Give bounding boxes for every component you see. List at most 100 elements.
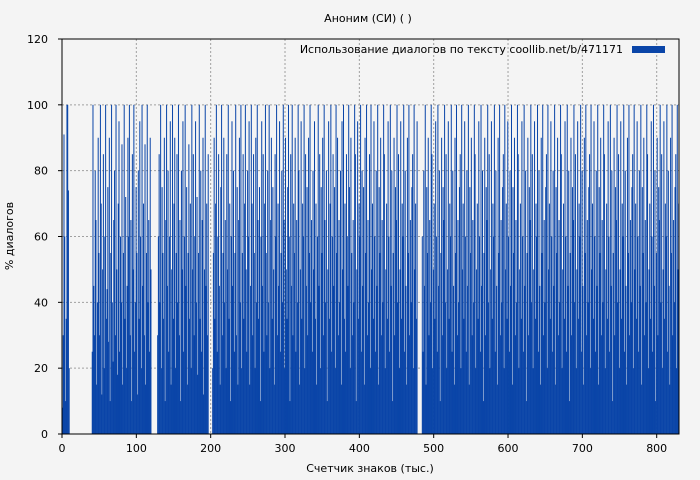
bar bbox=[557, 335, 559, 434]
bar bbox=[482, 170, 484, 434]
bar bbox=[174, 368, 176, 434]
bar bbox=[159, 302, 161, 434]
bar bbox=[615, 187, 617, 434]
y-tick-label: 0 bbox=[41, 428, 48, 441]
bar bbox=[306, 187, 308, 434]
bar bbox=[392, 401, 394, 434]
bar bbox=[279, 351, 281, 434]
bar bbox=[337, 335, 339, 434]
bar bbox=[441, 137, 443, 434]
bar bbox=[128, 104, 130, 434]
bar bbox=[301, 318, 303, 434]
bar bbox=[334, 187, 336, 434]
bar bbox=[390, 285, 392, 434]
bar bbox=[597, 384, 599, 434]
bar bbox=[360, 351, 362, 434]
bar bbox=[239, 302, 241, 434]
bar bbox=[643, 137, 645, 434]
bar bbox=[456, 335, 458, 434]
bar bbox=[232, 285, 234, 434]
bar bbox=[427, 137, 429, 434]
bar bbox=[577, 318, 579, 434]
bar bbox=[335, 104, 337, 434]
bar bbox=[205, 285, 207, 434]
bar bbox=[519, 203, 521, 434]
bar bbox=[607, 121, 609, 435]
bar bbox=[291, 104, 293, 434]
bar bbox=[631, 187, 633, 434]
bar bbox=[140, 368, 142, 434]
bar bbox=[287, 187, 289, 434]
bar bbox=[244, 104, 246, 434]
bar bbox=[122, 252, 124, 434]
bar bbox=[454, 137, 456, 434]
bar bbox=[383, 154, 385, 435]
bar bbox=[548, 269, 550, 434]
bar bbox=[525, 170, 527, 434]
bar bbox=[351, 335, 353, 434]
bar bbox=[146, 104, 148, 434]
bar bbox=[486, 220, 488, 434]
x-tick-label: 500 bbox=[423, 442, 444, 455]
bar bbox=[308, 252, 310, 434]
bar bbox=[187, 252, 189, 434]
bar bbox=[143, 335, 145, 434]
bar bbox=[470, 252, 472, 434]
bar bbox=[646, 104, 648, 434]
bar bbox=[181, 269, 183, 434]
bar bbox=[231, 121, 233, 435]
bar bbox=[93, 335, 95, 434]
bar bbox=[510, 104, 512, 434]
bar bbox=[359, 236, 361, 434]
bar bbox=[302, 203, 304, 434]
bar bbox=[583, 384, 585, 434]
bar bbox=[160, 368, 162, 434]
bar bbox=[550, 121, 552, 435]
bar bbox=[262, 154, 264, 435]
bar bbox=[596, 285, 598, 434]
bar bbox=[477, 318, 479, 434]
bar bbox=[238, 137, 240, 434]
bar bbox=[469, 187, 471, 434]
bar bbox=[368, 302, 370, 434]
x-tick-label: 200 bbox=[200, 442, 221, 455]
bar bbox=[137, 170, 139, 434]
bar bbox=[494, 351, 496, 434]
bar bbox=[163, 318, 165, 434]
bar bbox=[488, 154, 490, 435]
bar bbox=[264, 104, 266, 434]
bar bbox=[288, 236, 290, 434]
bar bbox=[528, 187, 530, 434]
bar bbox=[385, 269, 387, 434]
bar bbox=[92, 104, 94, 434]
bar bbox=[128, 236, 130, 434]
bar bbox=[168, 351, 170, 434]
bar bbox=[66, 104, 68, 434]
bar bbox=[519, 269, 521, 434]
bar bbox=[274, 154, 276, 435]
bar bbox=[104, 236, 106, 434]
bar bbox=[264, 203, 266, 434]
bar bbox=[328, 318, 330, 434]
bar bbox=[401, 203, 403, 434]
bar bbox=[230, 401, 232, 434]
bar bbox=[169, 121, 171, 435]
bar bbox=[495, 170, 497, 434]
bar bbox=[162, 252, 164, 434]
bar bbox=[662, 269, 664, 434]
bar bbox=[149, 137, 151, 434]
bar bbox=[67, 190, 69, 434]
bar bbox=[338, 220, 340, 434]
bar bbox=[115, 104, 117, 434]
bar bbox=[366, 104, 368, 434]
bar bbox=[64, 401, 66, 434]
bar bbox=[130, 220, 132, 434]
bar bbox=[540, 137, 542, 434]
bar bbox=[201, 220, 203, 434]
bar bbox=[257, 220, 259, 434]
bar bbox=[650, 318, 652, 434]
bar bbox=[315, 203, 317, 434]
bar bbox=[123, 104, 125, 434]
bar bbox=[508, 351, 510, 434]
bar bbox=[175, 252, 177, 434]
